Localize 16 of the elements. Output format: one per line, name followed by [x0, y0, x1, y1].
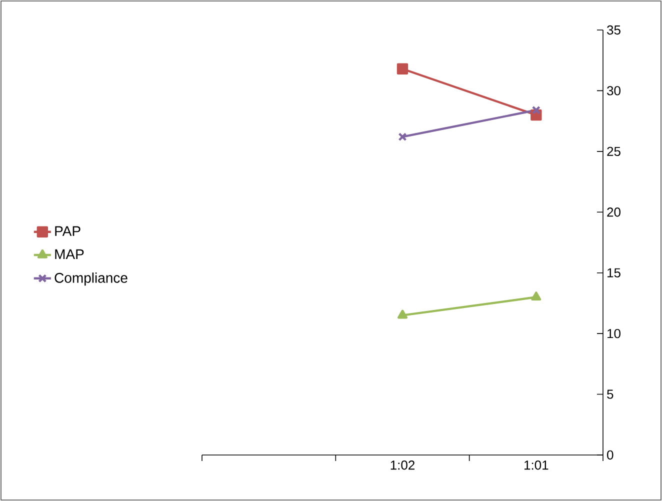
legend-label: Compliance: [54, 272, 128, 286]
y-tick-label: 25: [607, 146, 620, 156]
y-tick-label: 15: [608, 268, 620, 278]
legend-label: PAP: [55, 226, 80, 236]
legend-label: MAP: [55, 249, 84, 260]
y-tick-label: 10: [608, 328, 620, 338]
point: [532, 106, 540, 114]
point: [398, 132, 407, 142]
point: [396, 63, 408, 74]
y-tick-label: 5: [607, 390, 614, 399]
y-tick-label: 30: [607, 86, 620, 96]
y-tick-label: 0: [607, 450, 614, 460]
y-tick-label: 35: [607, 25, 620, 35]
y-tick-label: 20: [607, 208, 620, 217]
x-tick-label: 1:02: [390, 460, 414, 470]
x-tick-label: 1:01: [524, 460, 548, 470]
